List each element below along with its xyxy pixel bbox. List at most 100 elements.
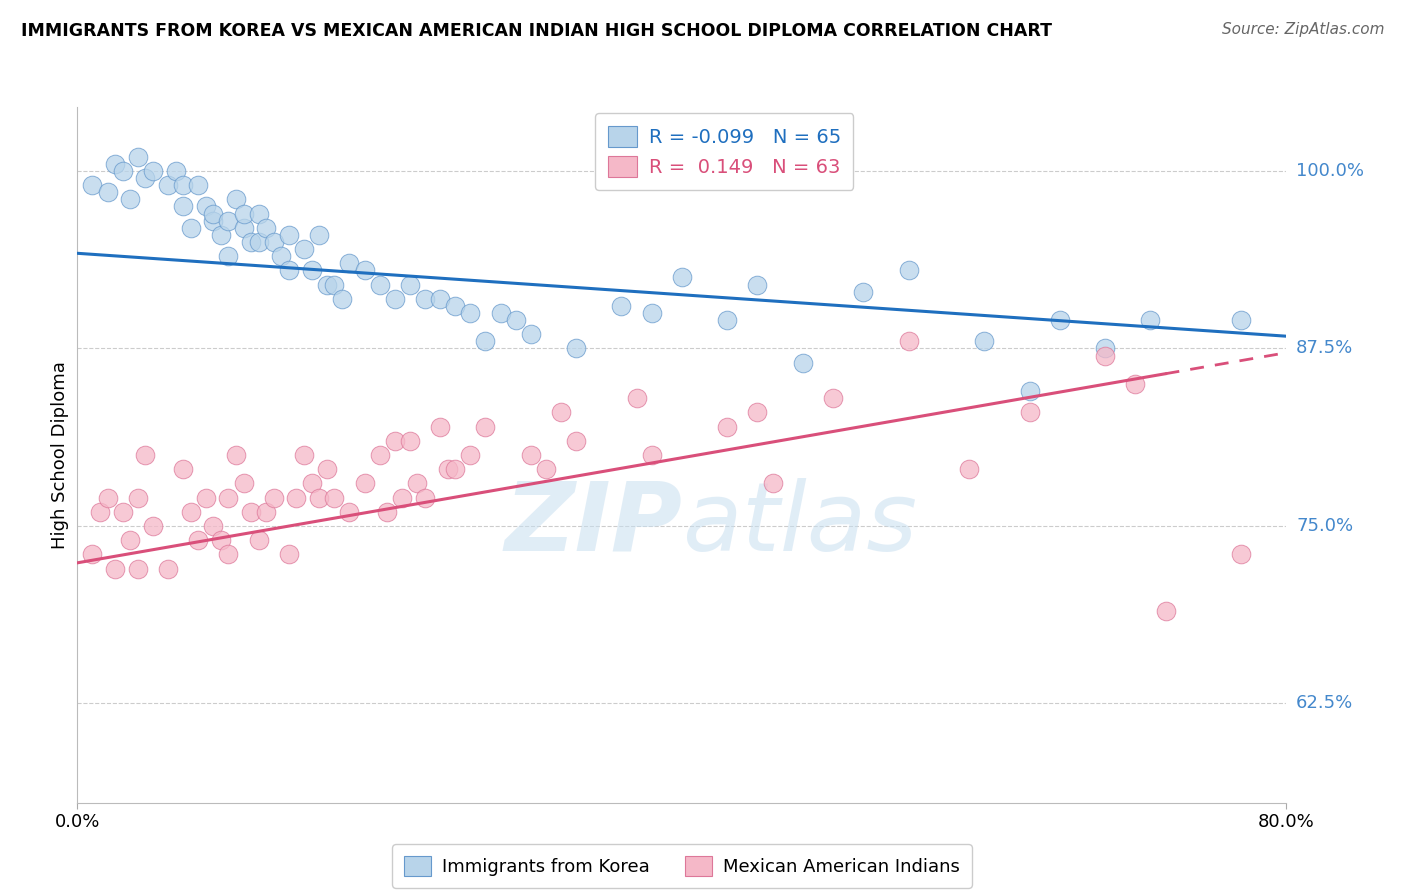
Point: [716, 419, 738, 434]
Point: [308, 227, 330, 242]
Point: [368, 448, 391, 462]
Point: [384, 434, 406, 448]
Text: 100.0%: 100.0%: [1296, 162, 1364, 180]
Legend: Immigrants from Korea, Mexican American Indians: Immigrants from Korea, Mexican American …: [392, 845, 972, 888]
Point: [232, 220, 254, 235]
Point: [278, 547, 301, 561]
Point: [240, 505, 263, 519]
Point: [187, 178, 209, 193]
Point: [142, 164, 165, 178]
Point: [225, 448, 247, 462]
Point: [1018, 384, 1040, 398]
Point: [626, 391, 648, 405]
Point: [104, 157, 127, 171]
Point: [957, 462, 980, 476]
Point: [134, 448, 156, 462]
Point: [565, 434, 588, 448]
Point: [444, 462, 467, 476]
Point: [278, 263, 301, 277]
Point: [292, 448, 315, 462]
Point: [520, 448, 543, 462]
Point: [429, 292, 451, 306]
Point: [96, 186, 118, 200]
Point: [353, 263, 375, 277]
Point: [263, 235, 285, 249]
Point: [821, 391, 844, 405]
Point: [247, 206, 270, 220]
Text: IMMIGRANTS FROM KOREA VS MEXICAN AMERICAN INDIAN HIGH SCHOOL DIPLOMA CORRELATION: IMMIGRANTS FROM KOREA VS MEXICAN AMERICA…: [21, 22, 1052, 40]
Point: [315, 462, 337, 476]
Point: [247, 235, 270, 249]
Point: [1139, 313, 1161, 327]
Point: [489, 306, 512, 320]
Point: [254, 220, 277, 235]
Point: [458, 306, 481, 320]
Point: [762, 476, 785, 491]
Point: [142, 519, 165, 533]
Point: [209, 533, 232, 548]
Point: [172, 199, 194, 213]
Point: [429, 419, 451, 434]
Point: [111, 505, 134, 519]
Point: [1154, 604, 1177, 618]
Point: [96, 491, 118, 505]
Point: [1094, 349, 1116, 363]
Point: [505, 313, 527, 327]
Point: [1094, 342, 1116, 356]
Point: [202, 213, 225, 227]
Point: [172, 462, 194, 476]
Point: [82, 178, 104, 193]
Point: [270, 249, 292, 263]
Point: [292, 242, 315, 256]
Point: [225, 192, 247, 206]
Point: [232, 206, 254, 220]
Point: [406, 476, 429, 491]
Point: [172, 178, 194, 193]
Point: [285, 491, 308, 505]
Point: [973, 334, 995, 349]
Point: [897, 334, 920, 349]
Point: [436, 462, 458, 476]
Text: ZIP: ZIP: [503, 478, 682, 571]
Point: [308, 491, 330, 505]
Point: [391, 491, 413, 505]
Point: [550, 405, 572, 419]
Point: [641, 306, 664, 320]
Point: [240, 235, 263, 249]
Point: [247, 533, 270, 548]
Point: [792, 356, 814, 370]
Text: Source: ZipAtlas.com: Source: ZipAtlas.com: [1222, 22, 1385, 37]
Point: [165, 164, 187, 178]
Point: [444, 299, 467, 313]
Point: [747, 405, 769, 419]
Point: [534, 462, 557, 476]
Point: [218, 249, 240, 263]
Point: [1049, 313, 1071, 327]
Point: [157, 178, 180, 193]
Point: [474, 334, 496, 349]
Point: [520, 327, 543, 342]
Point: [218, 547, 240, 561]
Point: [375, 505, 398, 519]
Point: [127, 150, 149, 164]
Point: [263, 491, 285, 505]
Text: 62.5%: 62.5%: [1296, 694, 1354, 713]
Point: [315, 277, 337, 292]
Point: [218, 491, 240, 505]
Point: [323, 277, 346, 292]
Point: [1018, 405, 1040, 419]
Point: [565, 342, 588, 356]
Point: [399, 277, 422, 292]
Point: [127, 491, 149, 505]
Point: [610, 299, 633, 313]
Point: [120, 533, 142, 548]
Point: [218, 213, 240, 227]
Point: [368, 277, 391, 292]
Point: [413, 491, 436, 505]
Point: [641, 448, 664, 462]
Point: [180, 220, 202, 235]
Point: [458, 448, 481, 462]
Point: [111, 164, 134, 178]
Point: [384, 292, 406, 306]
Text: 87.5%: 87.5%: [1296, 340, 1354, 358]
